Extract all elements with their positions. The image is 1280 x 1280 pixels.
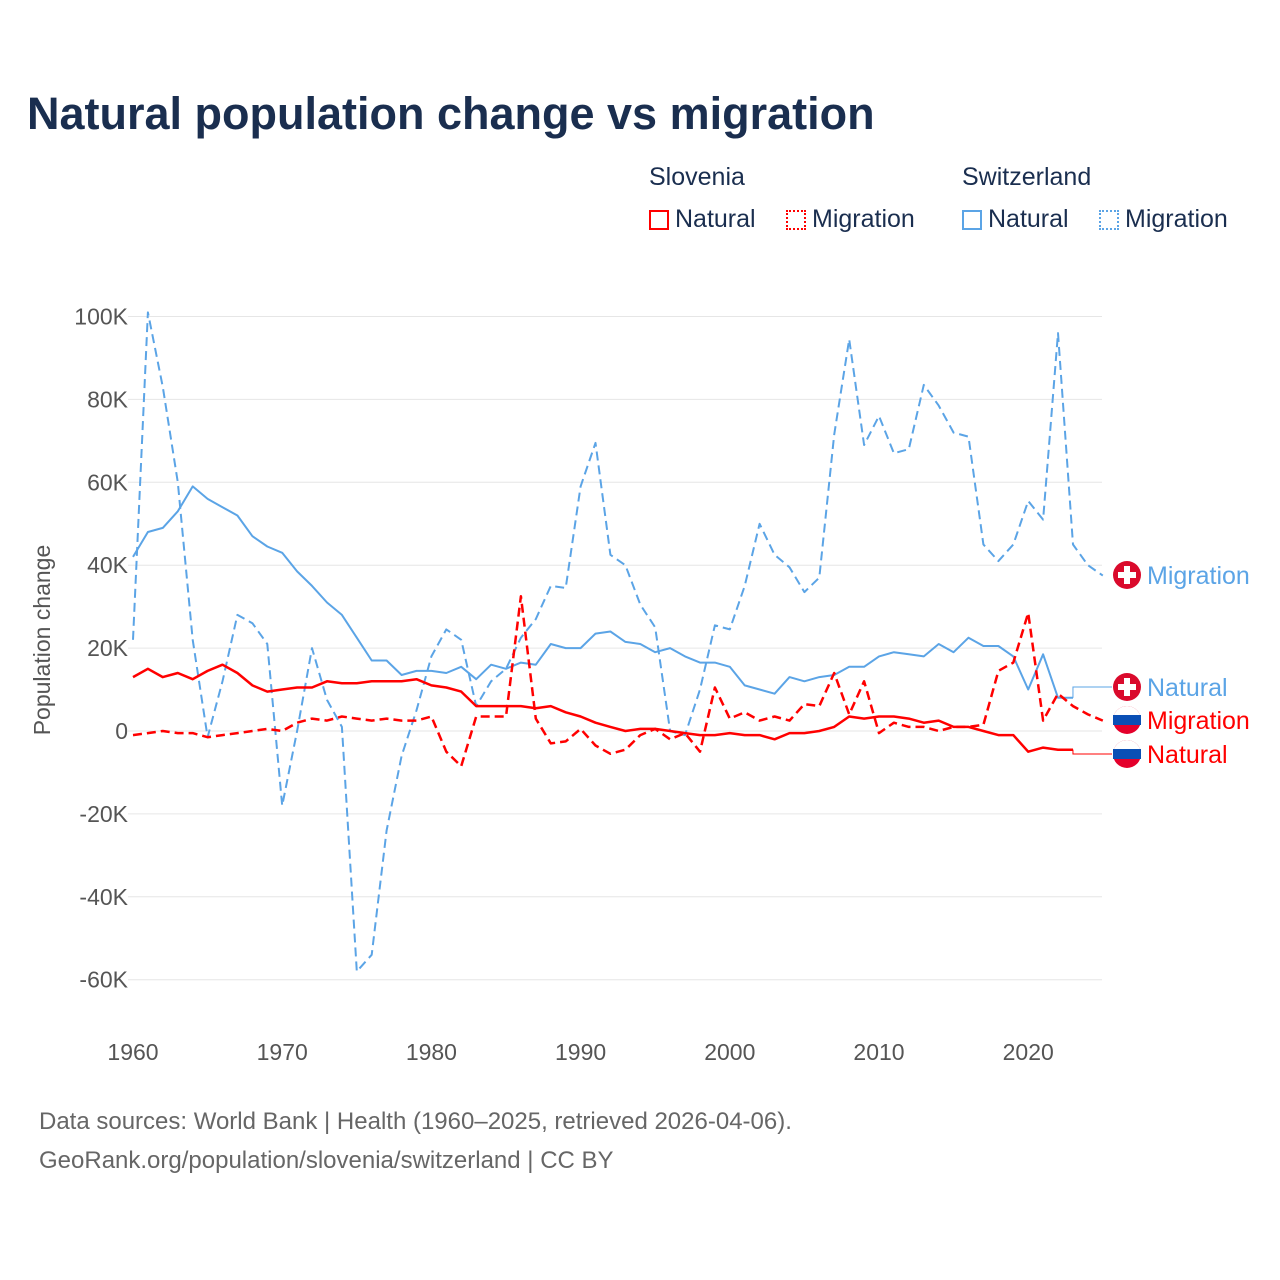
legend-slovenia-migration[interactable]: Migration [786,205,915,234]
x-tick-label: 1980 [406,1039,457,1065]
y-tick-label: 40K [87,552,129,578]
legend-swatch-solid [962,210,982,230]
series-line-switzerland-natural [132,485,1073,699]
y-tick-label: 80K [87,386,129,412]
y-tick-label: -40K [79,884,128,910]
source-line-1: Data sources: World Bank | Health (1960–… [39,1108,792,1135]
legend-group-slovenia: Slovenia [649,163,745,191]
y-tick-label: -60K [79,967,128,993]
legend-swatch-dotted [1099,210,1119,230]
legend-swatch-dotted [786,210,806,230]
x-tick-label: 1970 [257,1039,308,1065]
x-tick-label: 2010 [853,1039,904,1065]
flag-stripe-blue [1113,749,1141,759]
series-line-slovenia-natural [132,663,1073,753]
legend-switzerland-natural[interactable]: Natural [962,205,1069,234]
label-connector [1072,686,1112,698]
flag-cross [1118,684,1136,690]
series-end-label: Migration [1147,707,1250,735]
legend-label: Natural [988,205,1069,233]
label-connector [1072,749,1112,755]
legend-swatch-solid [649,210,669,230]
source-line-2[interactable]: GeoRank.org/population/slovenia/switzerl… [39,1147,614,1174]
y-axis-label: Population change [29,545,55,736]
legend-slovenia-natural[interactable]: Natural [649,205,756,234]
flag-stripe-blue [1113,715,1141,725]
legend-label: Natural [675,205,756,233]
x-tick-label: 1990 [555,1039,606,1065]
legend-group-switzerland: Switzerland [962,163,1092,191]
y-tick-label: 60K [87,469,129,495]
series-end-label: Natural [1147,674,1228,702]
x-tick-label: 1960 [107,1039,158,1065]
series-line-slovenia-migration [132,595,1104,768]
series-line-switzerland-migration [132,311,1104,973]
series-end-label: Migration [1147,562,1250,590]
flag-cross [1118,572,1136,578]
y-tick-label: 100K [74,304,128,330]
series-end-label: Natural [1147,741,1228,769]
y-tick-label: 0 [115,718,128,744]
legend-label: Migration [1125,205,1228,233]
y-tick-label: -20K [79,801,128,827]
y-tick-label: 20K [87,635,129,661]
x-tick-label: 2020 [1003,1039,1054,1065]
x-tick-label: 2000 [704,1039,755,1065]
legend-label: Migration [812,205,915,233]
chart-title: Natural population change vs migration [27,88,875,139]
legend-switzerland-migration[interactable]: Migration [1099,205,1228,234]
